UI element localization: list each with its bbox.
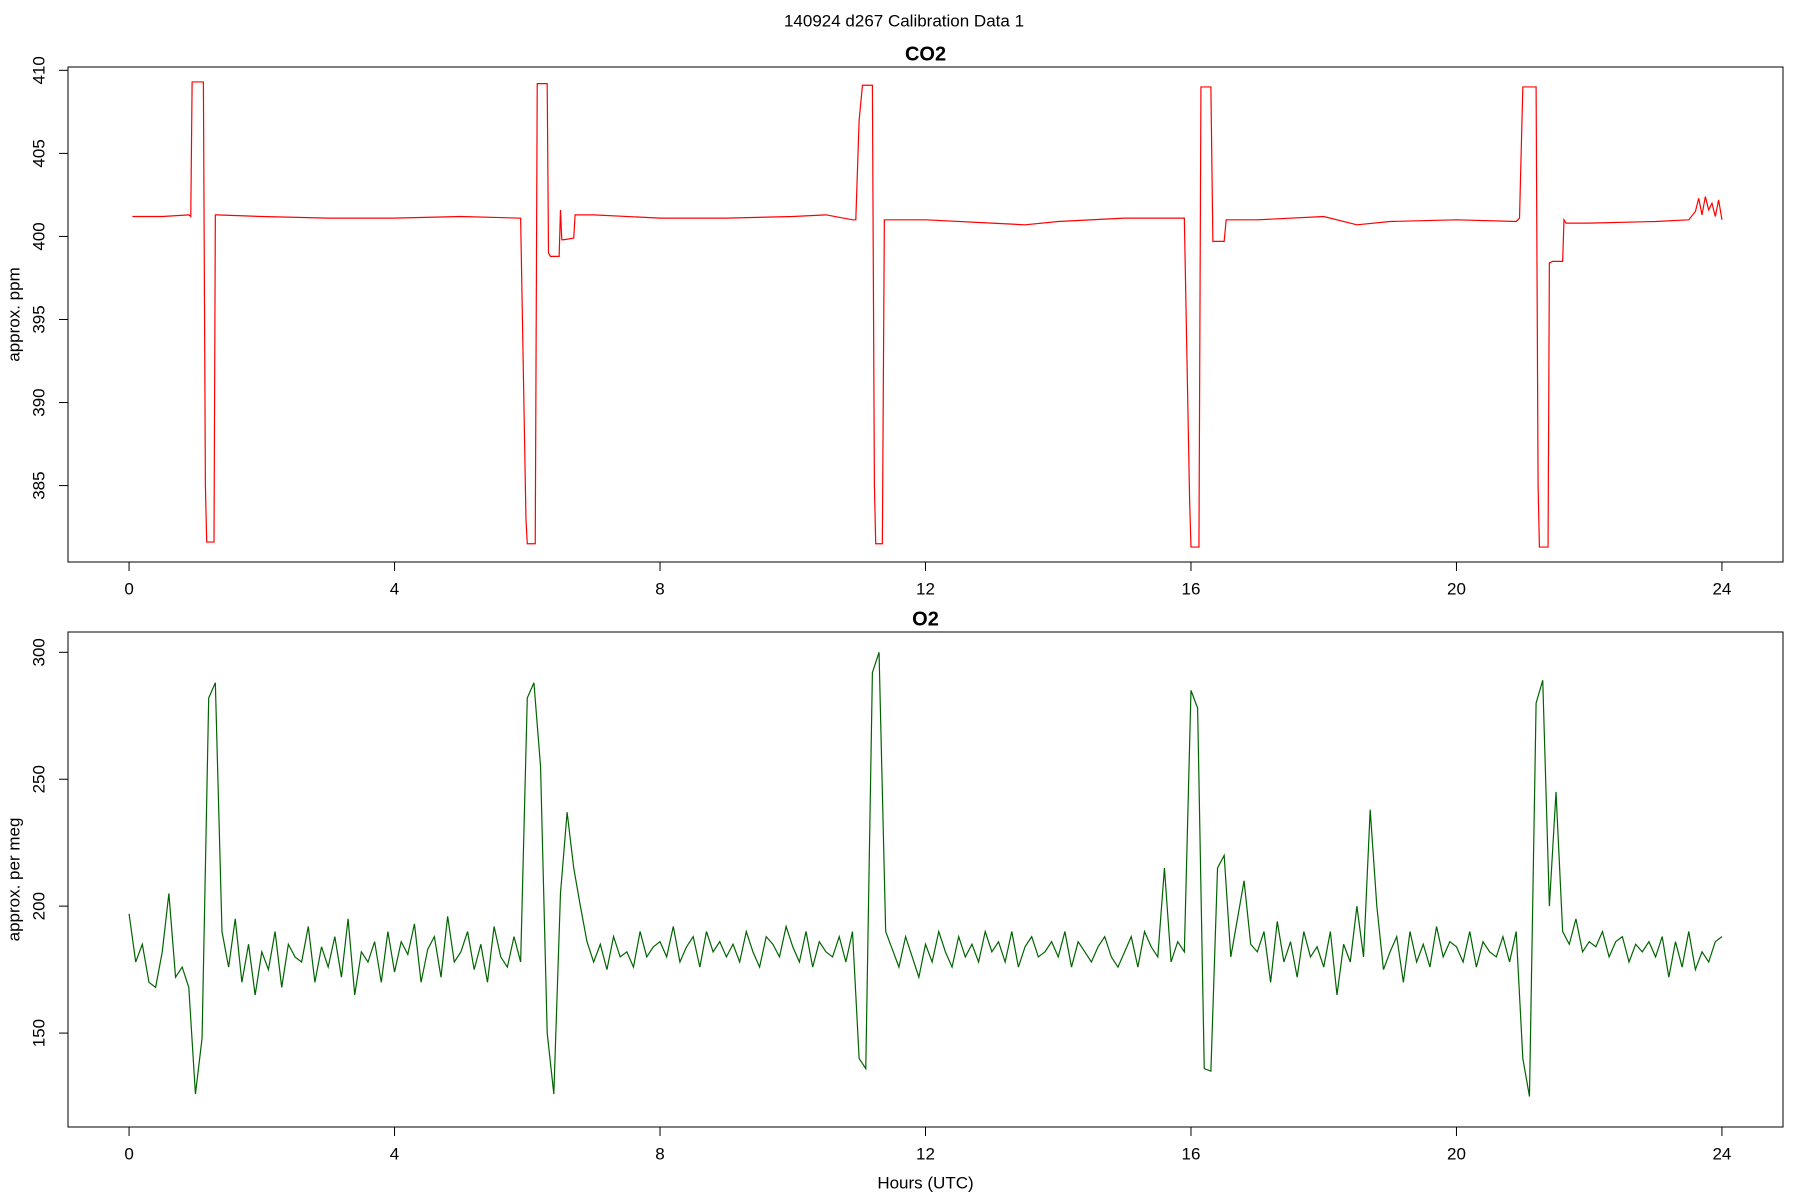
x-tick-label: 16	[1182, 579, 1201, 598]
y-tick-label: 250	[29, 765, 48, 793]
x-tick-label: 20	[1447, 579, 1466, 598]
y-tick-label: 150	[29, 1019, 48, 1047]
x-tick-label: 8	[655, 579, 664, 598]
x-tick-label: 12	[916, 1144, 935, 1163]
x-axis-label: Hours (UTC)	[877, 1173, 973, 1192]
data-line	[132, 81, 1723, 548]
x-tick-label: 0	[124, 1144, 133, 1163]
x-tick-label: 0	[124, 579, 133, 598]
y-tick-label: 395	[29, 305, 48, 333]
x-tick-label: 24	[1712, 579, 1731, 598]
plot-box	[67, 66, 1784, 563]
x-tick-label: 20	[1447, 1144, 1466, 1163]
y-tick-label: 390	[29, 388, 48, 416]
y-tick-label: 385	[29, 471, 48, 499]
main-title: 140924 d267 Calibration Data 1	[784, 11, 1024, 30]
y-tick-label: 405	[29, 139, 48, 167]
x-tick-label: 16	[1182, 1144, 1201, 1163]
x-tick-label: 12	[916, 579, 935, 598]
y-axis-label: approx. per meg	[4, 818, 23, 942]
y-tick-label: 410	[29, 56, 48, 84]
y-axis-label: approx. ppm	[4, 267, 23, 362]
panel-title: O2	[912, 608, 939, 630]
x-tick-label: 4	[390, 1144, 399, 1163]
y-tick-label: 400	[29, 222, 48, 250]
y-tick-label: 200	[29, 892, 48, 920]
data-line	[128, 652, 1723, 1097]
x-tick-label: 24	[1712, 1144, 1731, 1163]
plot-box	[67, 631, 1784, 1128]
x-tick-label: 8	[655, 1144, 664, 1163]
panel-title: CO2	[905, 43, 946, 65]
y-tick-label: 300	[29, 638, 48, 666]
x-tick-label: 4	[390, 579, 399, 598]
